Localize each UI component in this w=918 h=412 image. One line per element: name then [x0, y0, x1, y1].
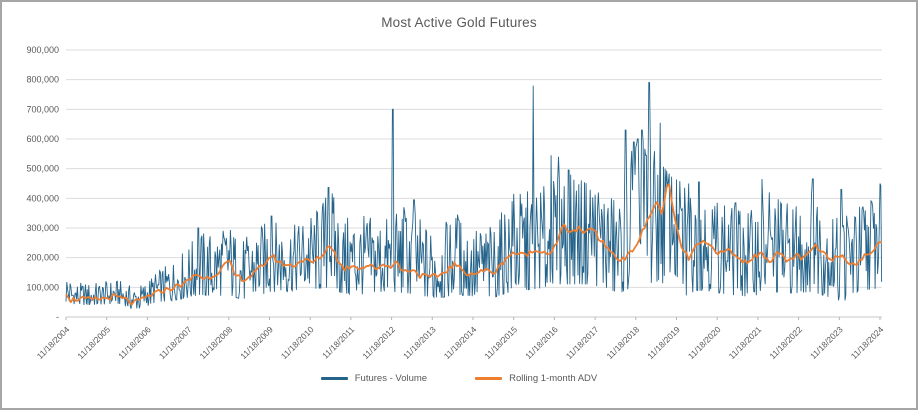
x-axis-tick-label: 11/18/2007 [157, 324, 194, 361]
y-axis-tick-label: 200,000 [26, 253, 59, 263]
y-axis-tick-label: - [56, 312, 59, 322]
y-axis-tick-label: 300,000 [26, 223, 59, 233]
x-axis-tick-label: 11/18/2018 [604, 324, 641, 361]
x-axis-tick-label: 11/18/2011 [320, 324, 356, 360]
x-axis-tick-label: 11/18/2023 [808, 324, 845, 361]
x-axis-tick-label: 11/18/2009 [238, 324, 275, 361]
x-axis-tick-label: 11/18/2012 [360, 324, 397, 361]
legend-line-swatch-adv [475, 377, 502, 380]
x-axis-tick-label: 11/18/2005 [75, 324, 112, 361]
y-axis-tick-label: 900,000 [26, 45, 59, 55]
x-axis-tick-label: 11/18/2013 [401, 324, 438, 361]
x-axis-tick-label: 11/18/2010 [279, 324, 316, 361]
x-axis-tick-label: 11/18/2019 [645, 324, 682, 361]
x-axis-tick-label: 11/18/2020 [686, 324, 723, 361]
legend-item-rolling-adv: Rolling 1-month ADV [475, 373, 597, 384]
x-axis-tick-label: 11/18/2015 [482, 324, 519, 361]
y-axis-tick-label: 700,000 [26, 104, 59, 114]
y-axis-tick-label: 600,000 [26, 134, 59, 144]
y-axis-tick-label: 100,000 [26, 282, 59, 292]
x-axis-tick-label: 11/18/2006 [116, 324, 153, 361]
legend-label-rolling-adv: Rolling 1-month ADV [509, 373, 597, 384]
x-axis-tick-label: 11/18/2017 [564, 324, 601, 361]
y-axis-tick-label: 500,000 [26, 164, 59, 174]
legend-item-futures-volume: Futures - Volume [321, 373, 427, 384]
x-axis-tick-label: 11/18/2004 [35, 324, 72, 361]
chart-legend: Futures - Volume Rolling 1-month ADV [2, 373, 916, 384]
x-axis-tick-label: 11/18/2024 [849, 324, 886, 361]
legend-line-swatch-volume [321, 377, 348, 380]
y-axis-tick-label: 400,000 [26, 193, 59, 203]
x-axis-tick-label: 11/18/2022 [767, 324, 804, 361]
x-axis-tick-label: 11/18/2016 [523, 324, 560, 361]
legend-label-futures-volume: Futures - Volume [355, 373, 427, 384]
y-axis-tick-label: 800,000 [26, 75, 59, 85]
x-axis-tick-label: 11/18/2008 [197, 324, 234, 361]
x-axis-tick-label: 11/18/2021 [727, 324, 764, 361]
x-axis-tick-label: 11/18/2014 [442, 324, 479, 361]
